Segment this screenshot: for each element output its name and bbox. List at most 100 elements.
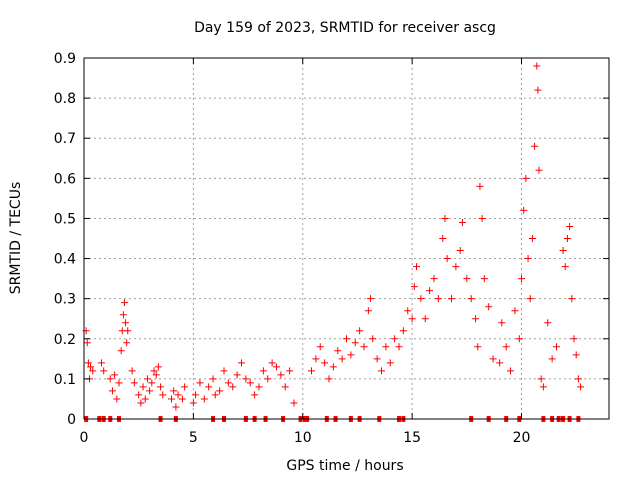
- data-point: [150, 367, 158, 375]
- data-point: [413, 263, 420, 271]
- data-point: [216, 387, 224, 395]
- data-point: [417, 295, 425, 303]
- data-point: [259, 367, 267, 375]
- data-point: [264, 375, 272, 383]
- data-point: [515, 335, 523, 343]
- data-point: [281, 383, 289, 391]
- data-point: [115, 379, 123, 387]
- data-point: [251, 391, 259, 399]
- data-point: [439, 235, 447, 242]
- data-point: [111, 371, 119, 379]
- data-point: [544, 319, 552, 327]
- data-point: [172, 403, 180, 411]
- data-point: [458, 218, 466, 226]
- data-point: [535, 166, 543, 174]
- data-point: [329, 363, 337, 371]
- data-point: [539, 383, 547, 391]
- data-point: [426, 287, 434, 295]
- data-point: [369, 335, 377, 343]
- data-point: [367, 295, 375, 303]
- data-point: [87, 363, 95, 371]
- data-point: [273, 363, 280, 371]
- data-point: [325, 375, 333, 383]
- data-point: [196, 379, 204, 387]
- data-point: [485, 303, 493, 311]
- data-point: [137, 399, 145, 407]
- data-point: [463, 275, 471, 283]
- data-point: [553, 343, 560, 351]
- data-point: [474, 343, 482, 351]
- data-point: [174, 391, 182, 399]
- data-point: [356, 327, 364, 335]
- data-point: [434, 295, 442, 303]
- y-tick-label: 0.1: [54, 372, 76, 388]
- data-point: [496, 359, 504, 367]
- data-point: [119, 311, 127, 319]
- data-point: [130, 379, 138, 387]
- data-point: [408, 315, 416, 323]
- data-point: [452, 263, 460, 271]
- data-point: [386, 359, 394, 367]
- x-axis-title: GPS time / hours: [286, 458, 403, 474]
- data-point: [168, 395, 175, 403]
- data-point: [122, 319, 130, 327]
- data-point: [83, 339, 91, 347]
- data-point: [211, 391, 219, 399]
- data-point: [498, 319, 506, 327]
- y-tick-label: 0.8: [54, 91, 76, 107]
- y-axis-title: SRMTID / TECUs: [8, 182, 24, 295]
- data-point: [220, 367, 228, 375]
- data-point: [100, 367, 108, 375]
- axis-ticks: 0 0.1 0.2 0.3 0.4 0.5 0.6 0.7 0.8 0.9 0 5 10 15 20: [54, 51, 609, 446]
- data-point: [548, 355, 556, 363]
- data-point: [286, 367, 294, 375]
- data-point: [124, 327, 132, 335]
- data-point: [507, 367, 515, 375]
- data-point: [478, 214, 486, 222]
- data-point: [526, 295, 534, 303]
- data-point: [242, 375, 250, 383]
- y-tick-label: 0.3: [54, 292, 76, 308]
- data-point: [224, 379, 232, 387]
- data-point: [146, 387, 154, 395]
- data-point: [410, 283, 418, 291]
- data-point: [472, 315, 480, 323]
- data-point: [351, 339, 359, 347]
- data-point: [290, 399, 298, 407]
- data-point: [268, 359, 276, 367]
- data-point: [528, 235, 536, 242]
- data-point: [563, 235, 571, 242]
- data-point: [522, 174, 530, 182]
- data-point: [391, 335, 399, 343]
- data-point: [205, 383, 213, 391]
- x-tick-label: 0: [80, 430, 89, 446]
- data-point: [143, 375, 151, 383]
- y-tick-label: 0: [67, 412, 76, 428]
- data-point: [476, 182, 484, 190]
- data-point: [489, 355, 497, 363]
- data-point: [441, 214, 449, 222]
- data-point: [364, 307, 372, 315]
- data-point: [467, 295, 475, 303]
- data-point: [157, 383, 165, 391]
- data-point: [209, 375, 217, 383]
- data-point: [135, 391, 143, 399]
- data-point: [200, 395, 208, 403]
- data-point: [120, 299, 128, 307]
- y-tick-label: 0.4: [54, 252, 76, 268]
- data-point: [572, 351, 580, 359]
- data-point: [373, 355, 381, 363]
- y-tick-label: 0.7: [54, 131, 76, 147]
- data-point: [524, 255, 532, 263]
- data-point: [518, 275, 525, 283]
- x-tick-label: 15: [403, 430, 421, 446]
- data-point: [338, 355, 346, 363]
- data-point: [321, 359, 329, 367]
- data-point: [84, 359, 92, 367]
- data-point: [141, 395, 149, 403]
- data-point: [123, 339, 131, 347]
- data-point: [106, 375, 114, 383]
- data-point: [255, 383, 263, 391]
- data-point: [233, 371, 241, 379]
